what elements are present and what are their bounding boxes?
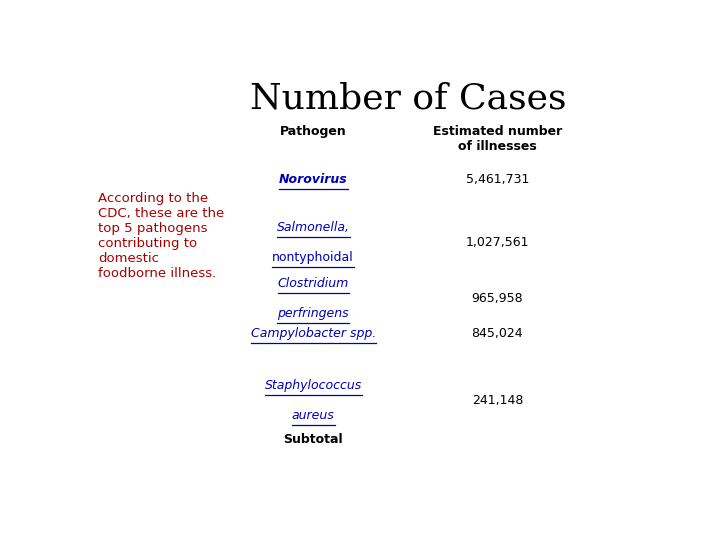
Text: Salmonella,: Salmonella, [276,221,350,234]
Text: Number of Cases: Number of Cases [250,82,567,116]
Text: 1,027,561: 1,027,561 [466,235,529,249]
Text: 965,958: 965,958 [472,292,523,305]
Text: Clostridium: Clostridium [278,277,348,290]
Text: aureus: aureus [292,409,335,422]
Text: Pathogen: Pathogen [280,125,346,138]
Text: 241,148: 241,148 [472,394,523,407]
Text: Estimated number
of illnesses: Estimated number of illnesses [433,125,562,153]
Text: Subtotal: Subtotal [284,433,343,446]
Text: nontyphoidal: nontyphoidal [272,251,354,264]
Text: Campylobacter spp.: Campylobacter spp. [251,327,376,340]
Text: According to the
CDC, these are the
top 5 pathogens
contributing to
domestic
foo: According to the CDC, these are the top … [99,192,225,280]
Text: 5,461,731: 5,461,731 [466,173,529,186]
Text: perfringens: perfringens [277,307,349,320]
Text: 845,024: 845,024 [472,327,523,340]
Text: Staphylococcus: Staphylococcus [264,379,362,392]
Text: Norovirus: Norovirus [279,173,348,186]
